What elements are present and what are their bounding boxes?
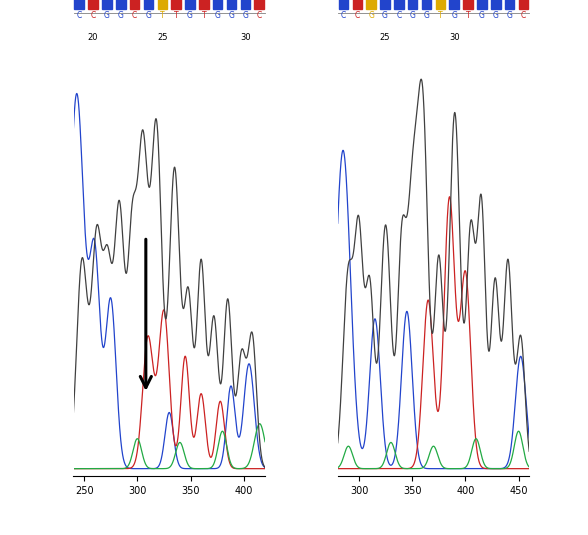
Text: 30: 30 bbox=[449, 33, 460, 42]
Bar bbox=[477, 0, 487, 9]
Text: T: T bbox=[438, 11, 443, 20]
Text: C: C bbox=[132, 11, 137, 20]
Text: G: G bbox=[423, 11, 429, 20]
Text: G: G bbox=[382, 11, 388, 20]
Bar bbox=[88, 0, 98, 9]
Bar bbox=[353, 0, 362, 9]
Bar bbox=[75, 0, 84, 9]
Bar bbox=[519, 0, 528, 9]
Text: G: G bbox=[229, 11, 235, 20]
Text: C: C bbox=[341, 11, 346, 20]
Text: G: G bbox=[479, 11, 485, 20]
Bar bbox=[185, 0, 195, 9]
Bar bbox=[102, 0, 112, 9]
Text: C: C bbox=[355, 11, 360, 20]
Bar bbox=[436, 0, 445, 9]
Bar bbox=[339, 0, 348, 9]
Bar bbox=[449, 0, 459, 9]
Text: C: C bbox=[396, 11, 402, 20]
Bar bbox=[394, 0, 403, 9]
Bar bbox=[116, 0, 126, 9]
Text: T: T bbox=[466, 11, 470, 20]
Text: G: G bbox=[118, 11, 123, 20]
Bar bbox=[408, 0, 417, 9]
Text: 25: 25 bbox=[157, 33, 168, 42]
Text: 20: 20 bbox=[88, 33, 98, 42]
Bar bbox=[422, 0, 432, 9]
Bar bbox=[463, 0, 473, 9]
Text: 30: 30 bbox=[240, 33, 250, 42]
Text: G: G bbox=[242, 11, 248, 20]
Bar bbox=[199, 0, 209, 9]
Text: G: G bbox=[410, 11, 416, 20]
Text: T: T bbox=[160, 11, 165, 20]
Text: G: G bbox=[493, 11, 499, 20]
Text: G: G bbox=[146, 11, 151, 20]
Text: T: T bbox=[174, 11, 179, 20]
Bar bbox=[143, 0, 153, 9]
Bar bbox=[171, 0, 181, 9]
Text: C: C bbox=[521, 11, 526, 20]
Bar bbox=[255, 0, 264, 9]
Bar bbox=[227, 0, 236, 9]
Bar bbox=[130, 0, 139, 9]
Bar bbox=[158, 0, 167, 9]
Text: G: G bbox=[104, 11, 110, 20]
Text: G: G bbox=[507, 11, 513, 20]
Text: G: G bbox=[368, 11, 374, 20]
Text: G: G bbox=[187, 11, 193, 20]
Text: T: T bbox=[202, 11, 206, 20]
Text: C: C bbox=[76, 11, 82, 20]
Bar bbox=[366, 0, 376, 9]
Text: G: G bbox=[215, 11, 220, 20]
Bar bbox=[505, 0, 514, 9]
Bar bbox=[213, 0, 222, 9]
Bar bbox=[240, 0, 250, 9]
Bar bbox=[491, 0, 500, 9]
Text: 25: 25 bbox=[380, 33, 390, 42]
Text: C: C bbox=[256, 11, 262, 20]
Text: G: G bbox=[452, 11, 457, 20]
Text: C: C bbox=[91, 11, 96, 20]
Bar bbox=[380, 0, 390, 9]
